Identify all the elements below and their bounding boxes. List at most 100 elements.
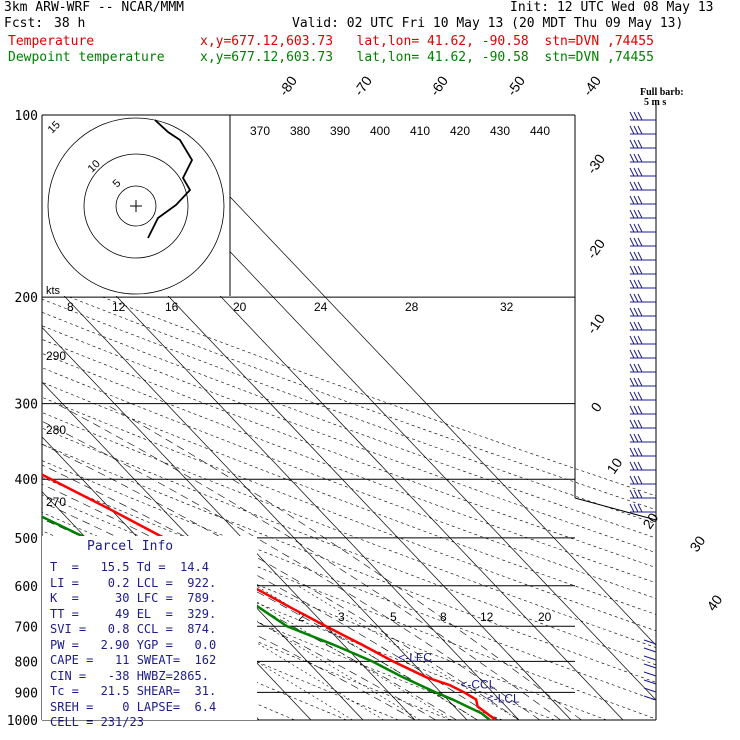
dry-adiabat	[42, 367, 656, 599]
dry-adiabat	[42, 298, 656, 525]
wind-barbs: Full barb:5 m s	[629, 87, 684, 701]
wind-barb-flag	[633, 377, 639, 387]
wind-barb-flag	[637, 419, 643, 429]
header: 3km ARW-WRF -- NCAR/MMM Init: 12 UTC Wed…	[0, 0, 740, 70]
parcel-info-row: TT = 49 EL = 329.	[50, 606, 217, 621]
wind-barb-flag	[637, 139, 643, 149]
wind-barb-flag	[629, 503, 635, 513]
wind-barb	[643, 639, 657, 645]
parcel-info-title: Parcel Info	[87, 539, 174, 554]
mixing-ratio-label: 12	[480, 610, 494, 624]
wind-barb-flag	[637, 111, 643, 121]
isotherm-tick-label: -50	[503, 73, 528, 99]
wind-barb-flag	[629, 139, 635, 149]
pressure-tick-label: 700	[15, 620, 38, 635]
adiabat-value-label: 270	[46, 495, 66, 509]
isotherm-line	[42, 217, 520, 720]
wind-barb-flag	[637, 363, 643, 373]
wind-barb-flag	[637, 447, 643, 457]
wind-barb-flag	[633, 251, 639, 261]
wind-barb-flag	[633, 349, 639, 359]
isotherm-tick-label: 20	[639, 510, 661, 532]
wind-barb-flag	[637, 307, 643, 317]
wind-barb-flag	[637, 181, 643, 191]
wind-barb-flag	[637, 433, 643, 443]
theta-tick-label: 430	[490, 124, 510, 138]
wind-barb-flag	[633, 237, 639, 247]
pressure-tick-label: 200	[15, 291, 38, 306]
wind-barb	[643, 671, 657, 677]
speed-tick-label: 24	[314, 300, 328, 314]
wind-barb-flag	[633, 139, 639, 149]
mixing-ratio-label: 20	[538, 610, 552, 624]
mixing-ratio-line	[297, 585, 520, 720]
parcel-info-row: PW = 2.90 YGP = 0.0	[50, 637, 217, 652]
theta-tick-label: 420	[450, 124, 470, 138]
hodograph-ring	[47, 117, 225, 295]
mixing-ratio-label: 3	[338, 610, 345, 624]
forecast-hour: 38 h	[54, 16, 86, 31]
speed-tick-label: 20	[233, 300, 247, 314]
hodograph-units: kts	[46, 285, 61, 297]
isotherm-tick-label: -20	[583, 236, 608, 262]
isotherm-tick-label: -60	[426, 73, 451, 99]
isotherm-tick-label: -40	[579, 73, 604, 99]
moist-adiabat	[104, 403, 582, 720]
wind-barb-flag	[637, 265, 643, 275]
wind-barb-flag	[633, 335, 639, 345]
wind-barb-flag	[633, 503, 639, 513]
temperature-legend: Temperature	[8, 34, 95, 49]
wind-barb-flag	[633, 279, 639, 289]
wind-barb-flag	[637, 461, 643, 471]
mixing-ratio-label: 2	[298, 610, 305, 624]
barb-legend-title: Full barb:	[640, 87, 684, 98]
wind-barb-flag	[637, 195, 643, 205]
theta-tick-label: 390	[330, 124, 350, 138]
valid-time: Valid: 02 UTC Fri 10 May 13 (20 MDT Thu …	[292, 16, 684, 31]
wind-barb-flag	[629, 405, 635, 415]
wind-barb-flag	[629, 181, 635, 191]
wind-barb-flag	[633, 419, 639, 429]
wind-barb-flag	[629, 111, 635, 121]
mixing-ratio-label: 5	[390, 610, 397, 624]
dry-adiabat	[42, 285, 656, 511]
wind-barb	[643, 695, 657, 701]
wind-barb-flag	[637, 223, 643, 233]
parcel-info-row: SVI = 0.8 CCL = 874.	[50, 622, 217, 636]
wind-barb-flag	[637, 391, 643, 401]
wind-barb-flag	[633, 265, 639, 275]
parcel-info-row: T = 15.5 Td = 14.4	[50, 560, 209, 574]
wind-barb-flag	[629, 475, 635, 485]
pressure-tick-label: 600	[15, 580, 38, 595]
isotherm-line	[42, 381, 364, 720]
dewpoint-point-info: x,y=677.12,603.73 lat,lon= 41.62, -90.58…	[200, 50, 654, 65]
moist-adiabat	[42, 420, 540, 720]
level-marker-label: <-LCL	[487, 692, 520, 706]
wind-barb-flag	[629, 447, 635, 457]
speed-tick-label: 28	[405, 300, 419, 314]
wind-barb-flag	[629, 223, 635, 233]
theta-tick-label: 410	[410, 124, 430, 138]
speed-tick-label: 16	[165, 300, 179, 314]
wind-barb-flag	[633, 475, 639, 485]
dry-adiabat	[42, 443, 656, 683]
pressure-tick-label: 300	[15, 398, 38, 413]
speed-tick-label: 8	[67, 300, 74, 314]
wind-barb-flag	[637, 279, 643, 289]
wind-barb-flag	[629, 167, 635, 177]
wind-barb-flag	[629, 349, 635, 359]
wind-barb-flag	[637, 209, 643, 219]
moist-adiabat	[56, 403, 561, 720]
dry-adiabat	[42, 412, 656, 648]
wind-barb-flag	[629, 489, 635, 499]
barb-legend-units: 5 m s	[644, 97, 666, 108]
wind-barb-flag	[629, 265, 635, 275]
wind-barb-flag	[633, 223, 639, 233]
parcel-info-row: CIN = -38 HWBZ=2865.	[50, 668, 209, 683]
wind-barb-flag	[633, 447, 639, 457]
wind-barb-flag	[637, 125, 643, 135]
adiabat-value-label: 280	[46, 423, 66, 437]
pressure-tick-label: 900	[15, 686, 38, 701]
wind-barb-flag	[629, 195, 635, 205]
isotherm-tick-label: -10	[583, 311, 608, 337]
